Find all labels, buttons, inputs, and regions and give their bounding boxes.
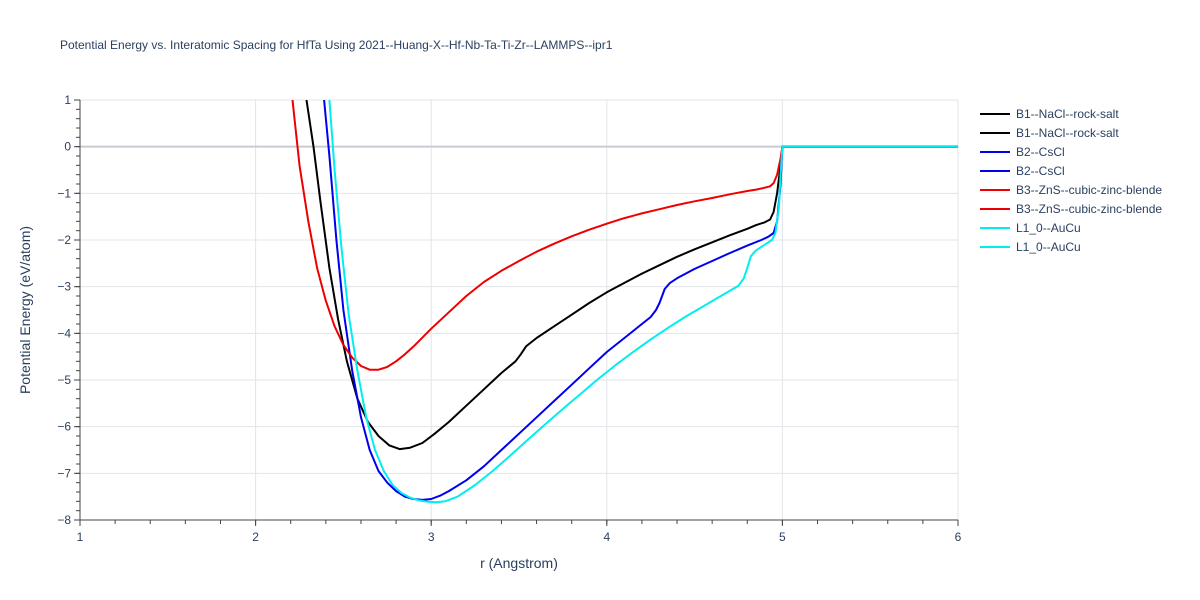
legend-item-1[interactable]: B1--NaCl--rock-salt [980,104,1162,123]
y-tick-label: −5 [57,373,71,387]
y-tick-label: 0 [64,140,71,154]
legend-item-6[interactable]: B3--ZnS--cubic-zinc-blende [980,199,1162,218]
legend-swatch [980,112,1010,115]
legend-item-5[interactable]: B3--ZnS--cubic-zinc-blende [980,180,1162,199]
y-tick-label: −2 [57,233,71,247]
x-tick-label: 5 [779,530,786,544]
y-tick-label: −8 [57,513,71,527]
series-line-7 [328,100,958,504]
legend-item-7[interactable]: L1_0--AuCu [980,218,1162,237]
x-tick-label: 1 [77,530,84,544]
legend-item-2[interactable]: B1--NaCl--rock-salt [980,123,1162,142]
axis-ticks: 1 2 3 4 5 6 1 0 −1 −2 −3 −4 −5 −6 −7 −8 [57,93,961,544]
y-tick-label: −6 [57,420,71,434]
y-axis-title: Potential Energy (eV/atom) [17,226,33,394]
legend-label: B1--NaCl--rock-salt [1016,106,1119,121]
legend-swatch [980,207,1010,210]
legend-label: B3--ZnS--cubic-zinc-blende [1016,182,1163,197]
legend-swatch [980,169,1010,172]
legend-swatch [980,131,1010,134]
legend-swatch [980,188,1010,191]
legend-label: B2--CsCl [1016,163,1065,178]
x-tick-label: 2 [252,530,259,544]
legend-swatch [980,245,1010,248]
plot-background [80,100,958,520]
legend-swatch [980,226,1010,229]
legend-label: B1--NaCl--rock-salt [1016,125,1119,140]
legend-item-3[interactable]: B2--CsCl [980,142,1162,161]
series-line-5 [291,100,958,371]
legend-label: L1_0--AuCu [1016,239,1081,254]
series-line-3 [323,100,958,501]
y-tick-label: −4 [57,326,71,340]
legend-swatch [980,150,1010,153]
x-axis-title: r (Angstrom) [480,555,558,571]
legend-label: B3--ZnS--cubic-zinc-blende [1016,201,1163,216]
y-tick-label: 1 [64,93,71,107]
legend-label: L1_0--AuCu [1016,220,1081,235]
x-tick-label: 6 [955,530,962,544]
y-tick-label: −3 [57,280,71,294]
y-tick-label: −7 [57,466,71,480]
legend: B1--NaCl--rock-salt B1--NaCl--rock-salt B2… [980,104,1162,256]
legend-item-4[interactable]: B2--CsCl [980,161,1162,180]
chart-title: Potential Energy vs. Interatomic Spacing… [60,38,613,52]
x-tick-label: 4 [603,530,610,544]
series-layer [291,100,958,504]
legend-item-8[interactable]: L1_0--AuCu [980,237,1162,256]
y-tick-label: −1 [57,186,71,200]
legend-label: B2--CsCl [1016,144,1065,159]
x-tick-label: 3 [428,530,435,544]
